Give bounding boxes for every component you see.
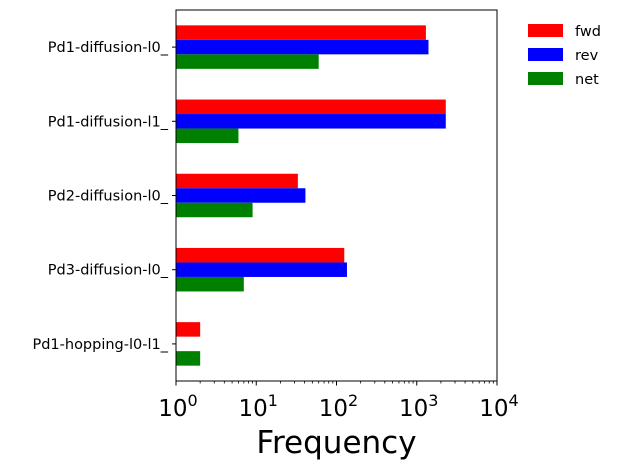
bar-fwd-5	[176, 322, 201, 337]
bar-net-2	[176, 128, 239, 144]
bar-fwd-4	[176, 247, 345, 263]
legend-label-net: net	[575, 72, 599, 88]
y-tick-label: Pd1-diffusion-l1_	[48, 114, 169, 130]
legend-swatch-net	[528, 72, 563, 85]
y-axis: Pd1-diffusion-l0_ Pd1-diffusion-l1_ Pd2-di…	[32, 40, 176, 353]
bar-net-1	[176, 54, 319, 69]
bar-net-4	[176, 276, 244, 292]
legend: fwd rev net	[528, 24, 601, 88]
x-axis: 100 101 102 103 104	[158, 381, 519, 422]
bar-rev-4	[176, 262, 347, 277]
legend-label-rev: rev	[575, 48, 599, 64]
x-axis-title: Frequency	[256, 425, 416, 461]
bar-fwd-2	[176, 99, 446, 115]
x-tick-label: 102	[319, 391, 358, 422]
bar-rev-3	[176, 188, 306, 203]
y-tick-label: Pd2-diffusion-l0_	[48, 189, 169, 205]
bars-group	[176, 25, 446, 366]
x-tick-label: 100	[158, 391, 197, 422]
bar-fwd-1	[176, 25, 426, 40]
y-tick-label: Pd1-diffusion-l0_	[48, 40, 169, 56]
y-tick-label: Pd3-diffusion-l0_	[48, 263, 169, 279]
bar-rev-2	[176, 114, 446, 129]
legend-swatch-rev	[528, 48, 563, 61]
bar-fwd-3	[176, 173, 298, 189]
x-tick-label: 103	[399, 391, 438, 422]
x-tick-label: 104	[479, 391, 518, 422]
x-tick-label: 101	[239, 391, 278, 422]
bar-rev-1	[176, 39, 429, 55]
legend-label-fwd: fwd	[575, 24, 601, 40]
bar-net-3	[176, 202, 253, 218]
legend-swatch-fwd	[528, 24, 563, 37]
bar-net-5	[176, 351, 201, 366]
y-tick-label: Pd1-hopping-l0-l1_	[32, 337, 168, 353]
